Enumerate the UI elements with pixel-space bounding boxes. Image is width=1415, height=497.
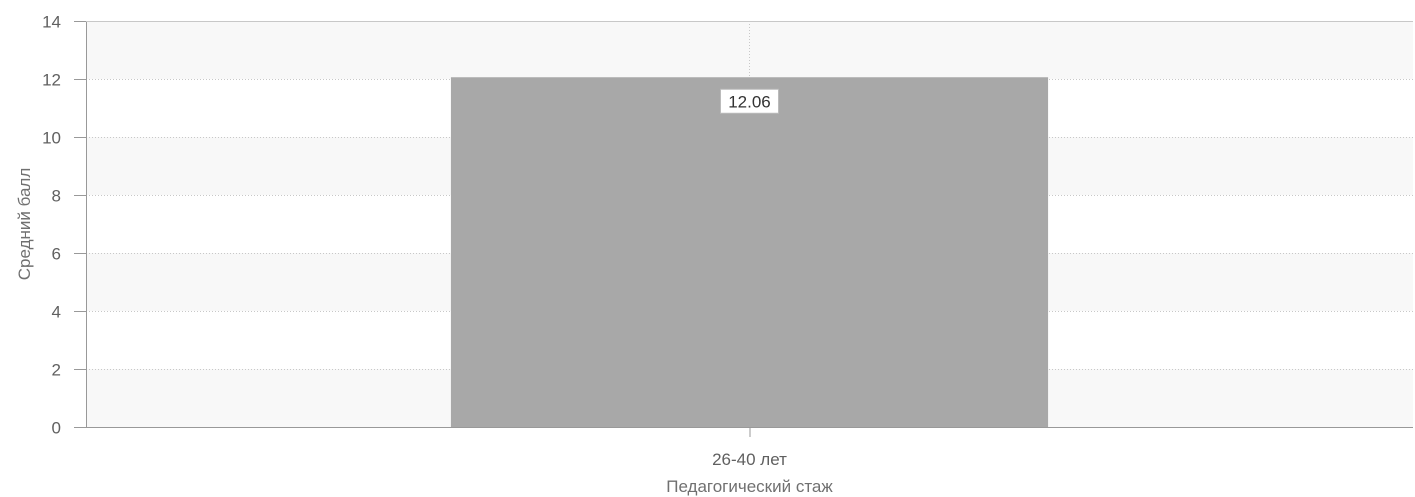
data-label-box [720,88,779,114]
y-tick-label: 4 [52,303,61,322]
y-tick-label: 6 [52,245,61,264]
data-labels: 12.06 [720,88,779,114]
bars [450,77,1049,427]
axes [74,21,1413,437]
plot-band [86,21,1413,79]
x-tick-label: 26-40 лет [712,450,787,469]
data-label: 12.06 [728,92,771,111]
y-tick-label: 2 [52,361,61,380]
y-axis-title: Средний балл [15,168,34,280]
x-axis-title: Педагогический стаж [666,477,833,496]
x-tick-labels: 26-40 лет [712,450,787,469]
bar [450,77,1049,427]
y-tick-label: 12 [42,71,61,90]
y-tick-label: 10 [42,129,61,148]
y-tick-label: 0 [52,419,61,438]
y-tick-labels: 0 2 4 6 8 10 12 14 [42,13,61,438]
y-tick-label: 14 [42,13,61,32]
y-tick-label: 8 [52,187,61,206]
